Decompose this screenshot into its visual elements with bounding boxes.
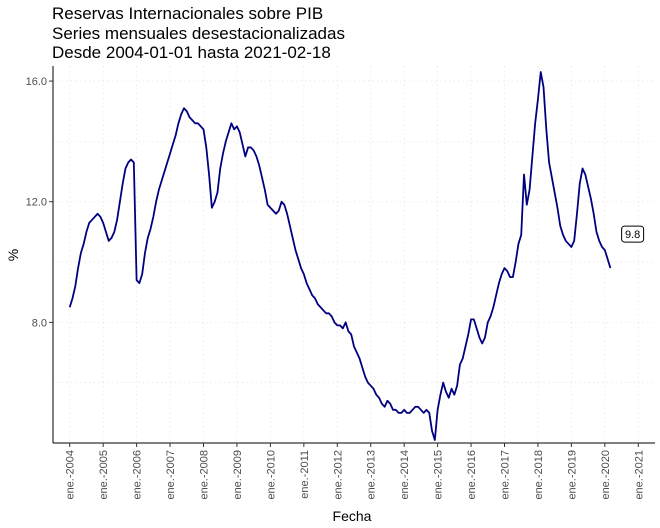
x-tick-label: ene.-2020 [600,450,612,500]
x-tick-label: ene.-2008 [199,450,211,500]
x-axis-title: Fecha [333,508,372,524]
x-tick-label: ene.-2005 [98,450,110,500]
x-tick-label: ene.-2015 [433,450,445,500]
axes: 8.0 12.0 16.0 ene.-2004 ene.-2005 ene.-2006 en… [26,66,655,500]
x-tick-label: ene.-2016 [466,450,478,500]
x-tick-label: ene.-2012 [332,450,344,500]
x-tick-label: ene.-2010 [265,450,277,500]
x-tick-label: ene.-2004 [65,450,77,500]
x-tick-label: ene.-2018 [533,450,545,500]
annotation-box [621,225,645,243]
series [68,71,612,441]
x-tick-label: ene.-2014 [399,450,411,500]
grid [53,66,655,444]
y-tick-label: 16.0 [26,76,47,88]
chart-title: Reservas Internacionales sobre PIB Serie… [52,4,345,63]
chart-title-line-2: Series mensuales desestacionalizadas [52,23,345,43]
x-tick-label: ene.-2021 [633,450,645,500]
x-tick-label: ene.-2011 [299,450,311,499]
y-axis-title: % [5,249,21,261]
x-tick-label: ene.-2013 [366,450,378,500]
annotation: 9.8 [621,225,645,243]
x-tick-label: ene.-2009 [232,450,244,500]
y-tick-label: 8.0 [32,317,47,329]
series-line [68,71,612,441]
x-tick-label: ene.-2019 [566,450,578,500]
y-tick-label: 12.0 [26,197,47,209]
x-tick-label: ene.-2017 [500,450,512,500]
chart-title-line-1: Reservas Internacionales sobre PIB [52,4,324,23]
chart-title-line-3: Desde 2004-01-01 hasta 2021-02-18 [52,43,331,62]
annotation-label: 9.8 [625,229,640,241]
x-tick-label: ene.-2006 [132,450,144,500]
x-tick-label: ene.-2007 [165,450,177,500]
